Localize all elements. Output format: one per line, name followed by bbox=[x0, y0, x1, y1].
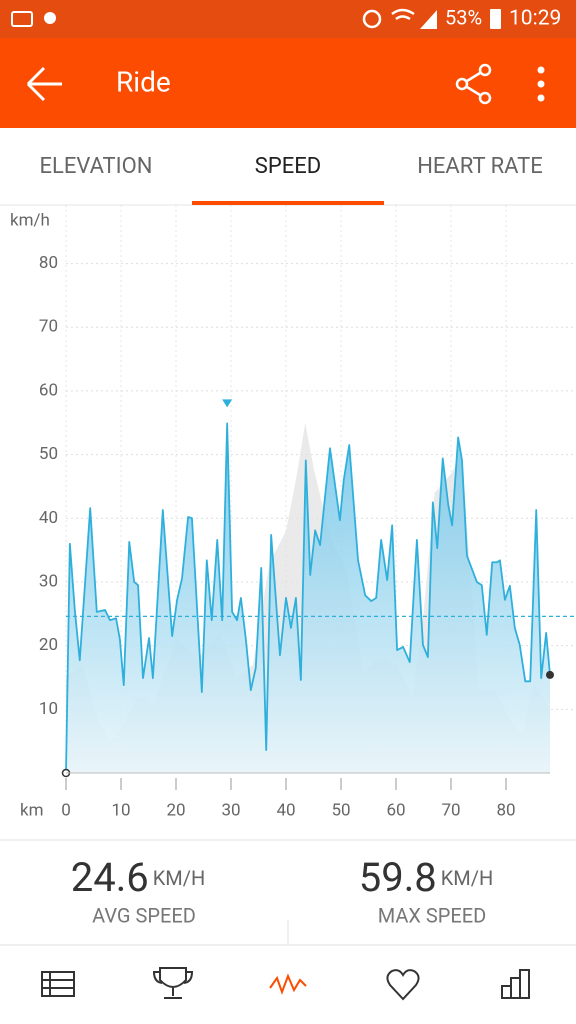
nav-heart[interactable] bbox=[386, 969, 420, 1001]
x-tick-label: 50 bbox=[331, 800, 350, 820]
x-tick-label: 30 bbox=[221, 800, 240, 820]
tab[interactable]: ELEVATION bbox=[40, 154, 153, 179]
x-tick-label: 60 bbox=[386, 800, 405, 820]
x-tick-label: 80 bbox=[496, 800, 515, 820]
tab-bar bbox=[0, 128, 576, 205]
share-button[interactable] bbox=[455, 63, 492, 105]
y-tick-label: 40 bbox=[39, 508, 58, 528]
y-tick-label: 10 bbox=[39, 699, 58, 719]
stat-number: 59.8 bbox=[359, 854, 437, 901]
y-tick-label: 70 bbox=[39, 317, 58, 337]
stat-value: 59.8 KM/H bbox=[359, 854, 494, 901]
app-title: Ride bbox=[116, 65, 171, 98]
nav-stats[interactable] bbox=[501, 969, 530, 999]
stat-unit: KM/H bbox=[153, 866, 206, 890]
nav-feed[interactable] bbox=[41, 971, 75, 997]
x-tick-label: 40 bbox=[276, 800, 295, 820]
stat-value: 24.6 KM/H bbox=[71, 854, 206, 901]
x-tick-label: 10 bbox=[111, 800, 130, 820]
y-axis-label: km/h bbox=[10, 210, 50, 230]
y-tick-label: 50 bbox=[39, 444, 58, 464]
x-tick-label: 20 bbox=[166, 800, 185, 820]
y-tick-label: 80 bbox=[39, 253, 58, 273]
tab-indicator bbox=[192, 201, 384, 205]
tab[interactable]: SPEED bbox=[255, 154, 321, 179]
back-button[interactable] bbox=[26, 66, 62, 102]
x-tick-label: 70 bbox=[441, 800, 460, 820]
max-marker bbox=[222, 399, 233, 408]
more-button[interactable] bbox=[537, 66, 545, 102]
end-point bbox=[546, 670, 554, 679]
y-tick-label: 30 bbox=[39, 571, 58, 591]
nav-activity[interactable] bbox=[269, 973, 307, 995]
y-tick-label: 20 bbox=[39, 635, 58, 655]
bottom-nav bbox=[41, 967, 530, 1001]
nav-challenges[interactable] bbox=[152, 967, 194, 999]
battery-text: 53% bbox=[445, 5, 482, 29]
clock: 10:29 bbox=[509, 7, 561, 31]
status-bar bbox=[0, 0, 576, 38]
x-tick-label: 0 bbox=[61, 800, 71, 820]
x-axis-label: km bbox=[20, 800, 44, 820]
app-bar bbox=[0, 38, 576, 128]
stat-label: MAX SPEED bbox=[378, 903, 487, 927]
speed-line bbox=[65, 422, 551, 774]
speed-area bbox=[66, 423, 550, 773]
stat-label: AVG SPEED bbox=[92, 903, 196, 927]
y-tick-label: 60 bbox=[39, 380, 58, 400]
stat-number: 24.6 bbox=[71, 854, 149, 901]
status-icons bbox=[11, 8, 501, 29]
stat-unit: KM/H bbox=[441, 866, 494, 890]
tab[interactable]: HEART RATE bbox=[417, 154, 543, 179]
